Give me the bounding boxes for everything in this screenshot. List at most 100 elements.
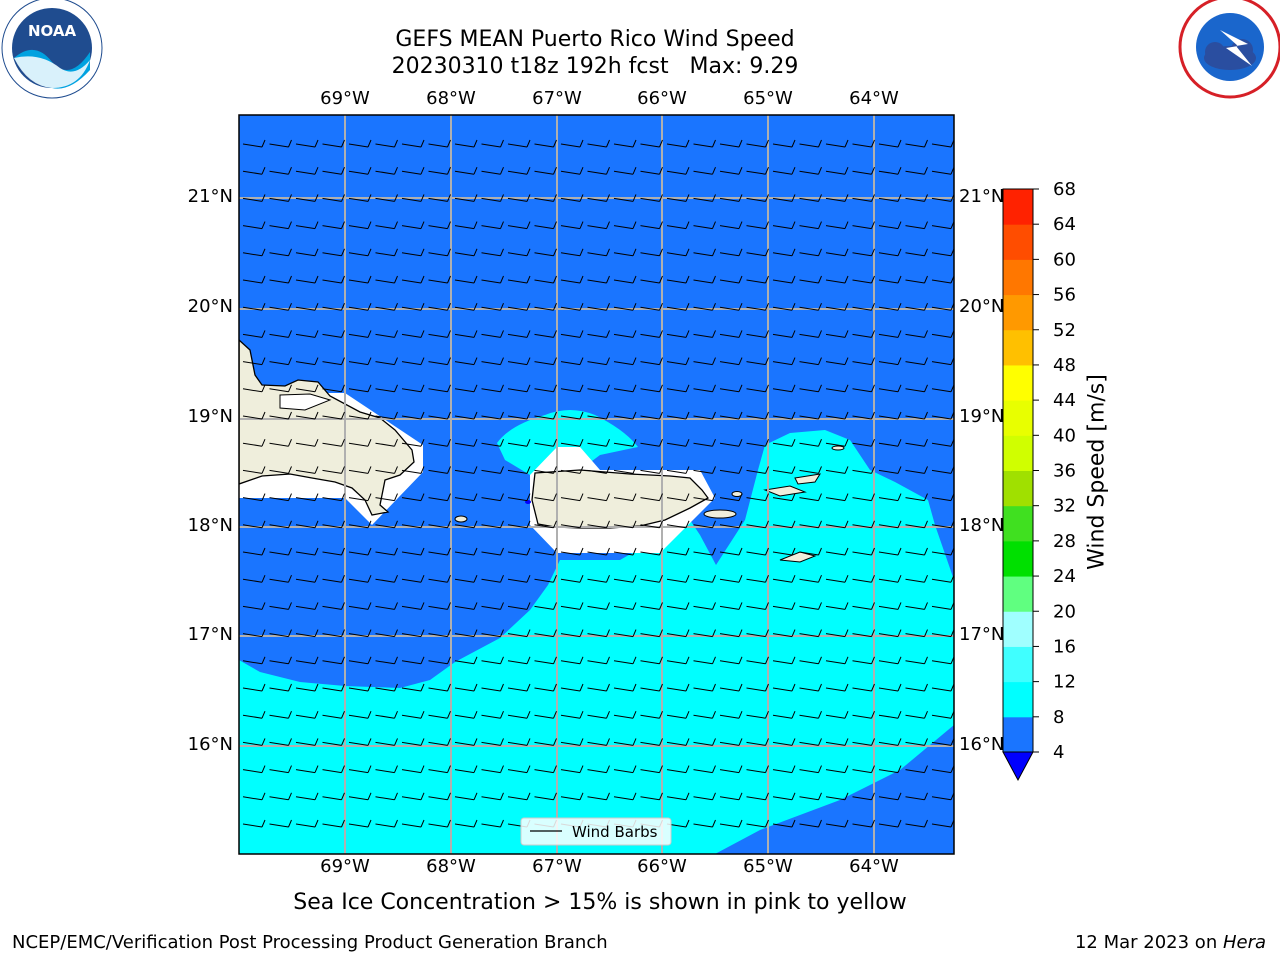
wind-barb <box>428 683 451 692</box>
wind-barb <box>401 602 425 610</box>
wind-barb <box>613 411 637 420</box>
wind-barb <box>905 520 928 529</box>
wind-barb <box>719 629 743 638</box>
wind-barb <box>640 275 663 284</box>
colorbar-label: Wind Speed [m/s] <box>1084 374 1110 570</box>
wind-barb <box>401 248 425 257</box>
wind-barb <box>666 711 690 719</box>
wind-barb <box>799 602 822 610</box>
colorbar-tick-label: 60 <box>1053 249 1076 270</box>
lon-tick-bottom: 68°W <box>426 856 476 877</box>
wind-barb <box>719 656 743 665</box>
wind-barb <box>852 683 875 692</box>
wind-barb <box>481 167 504 175</box>
wind-barb <box>587 303 610 311</box>
wind-barb <box>613 602 637 610</box>
wind-barb <box>825 167 849 175</box>
wind-barb <box>666 384 690 393</box>
wind-barb <box>878 547 902 556</box>
wind-barb <box>242 139 266 148</box>
wind-barb <box>746 656 769 665</box>
wind-barb <box>719 384 743 393</box>
wind-barb <box>322 275 345 284</box>
wind-barb <box>534 357 557 366</box>
wind-barb <box>587 194 610 202</box>
wind-barb <box>746 738 769 746</box>
wind-barb <box>666 275 690 284</box>
colorbar-tick-label: 44 <box>1053 390 1076 411</box>
wind-barb <box>613 275 637 284</box>
legend-label: Wind Barbs <box>572 823 658 841</box>
wind-barb <box>878 656 902 665</box>
wind-barb <box>269 629 292 638</box>
wind-barb <box>507 629 531 638</box>
wind-barb <box>560 167 584 175</box>
wind-barb <box>454 357 478 366</box>
wind-barb <box>534 411 557 420</box>
sea-ice-note: Sea Ice Concentration > 15% is shown in … <box>293 890 907 915</box>
wind-barb <box>242 629 266 638</box>
wind-barb <box>746 493 769 502</box>
wind-barb <box>878 602 902 610</box>
wind-barb <box>428 330 451 338</box>
wind-barb <box>878 384 902 393</box>
wind-barb <box>428 275 451 284</box>
wind-barb <box>507 221 531 230</box>
wind-barb <box>322 711 345 719</box>
wind-barb <box>295 384 319 393</box>
wind-barb <box>852 819 875 828</box>
colorbar-tick-label: 56 <box>1053 285 1076 306</box>
wind-barb <box>560 139 584 148</box>
wind-barb <box>322 248 345 257</box>
wind-barb <box>534 547 557 556</box>
wind-barb <box>693 711 716 719</box>
wind-barb <box>322 520 345 529</box>
wind-barb <box>507 520 531 529</box>
wind-barb <box>825 439 849 447</box>
wind-barb <box>799 792 822 801</box>
wind-barb <box>878 221 902 230</box>
wind-barb <box>825 792 849 801</box>
wind-barb <box>375 139 398 148</box>
wind-barb <box>878 738 902 746</box>
wind-barb <box>375 547 398 556</box>
wind-barb <box>401 303 425 311</box>
wind-barb <box>454 466 478 474</box>
wind-barb <box>454 439 478 447</box>
wind-barb <box>269 656 292 665</box>
wind-barb <box>454 575 478 583</box>
wind-barb <box>825 819 849 828</box>
wind-barb <box>428 303 451 311</box>
wind-barb <box>799 683 822 692</box>
wind-barb <box>693 384 716 393</box>
wind-barb <box>534 520 557 529</box>
wind-barb <box>719 547 743 556</box>
lon-tick-top: 69°W <box>320 88 370 109</box>
wind-barb <box>746 792 769 801</box>
wind-barb <box>401 656 425 665</box>
wind-barb <box>587 167 610 175</box>
wind-barb <box>295 357 319 366</box>
wind-barb <box>348 411 372 420</box>
wind-barb <box>481 248 504 257</box>
wind-barb <box>295 575 319 583</box>
wind-barb <box>348 656 372 665</box>
wind-barb <box>560 439 584 447</box>
wind-barb <box>507 139 531 148</box>
wind-barb <box>878 819 902 828</box>
wind-barb <box>401 221 425 230</box>
wind-barb <box>799 656 822 665</box>
wind-barb <box>560 602 584 610</box>
wind-barb <box>852 466 875 474</box>
wind-barb <box>375 738 398 746</box>
chart-title: GEFS MEAN Puerto Rico Wind Speed <box>395 27 795 52</box>
wind-barb <box>242 738 266 746</box>
wind-barb <box>507 792 531 801</box>
wind-barb <box>560 221 584 230</box>
wind-barb <box>507 384 531 393</box>
wind-barb <box>348 493 372 502</box>
wind-barb <box>799 330 822 338</box>
wind-barb <box>693 275 716 284</box>
wind-barb <box>905 575 928 583</box>
wind-barb <box>587 139 610 148</box>
